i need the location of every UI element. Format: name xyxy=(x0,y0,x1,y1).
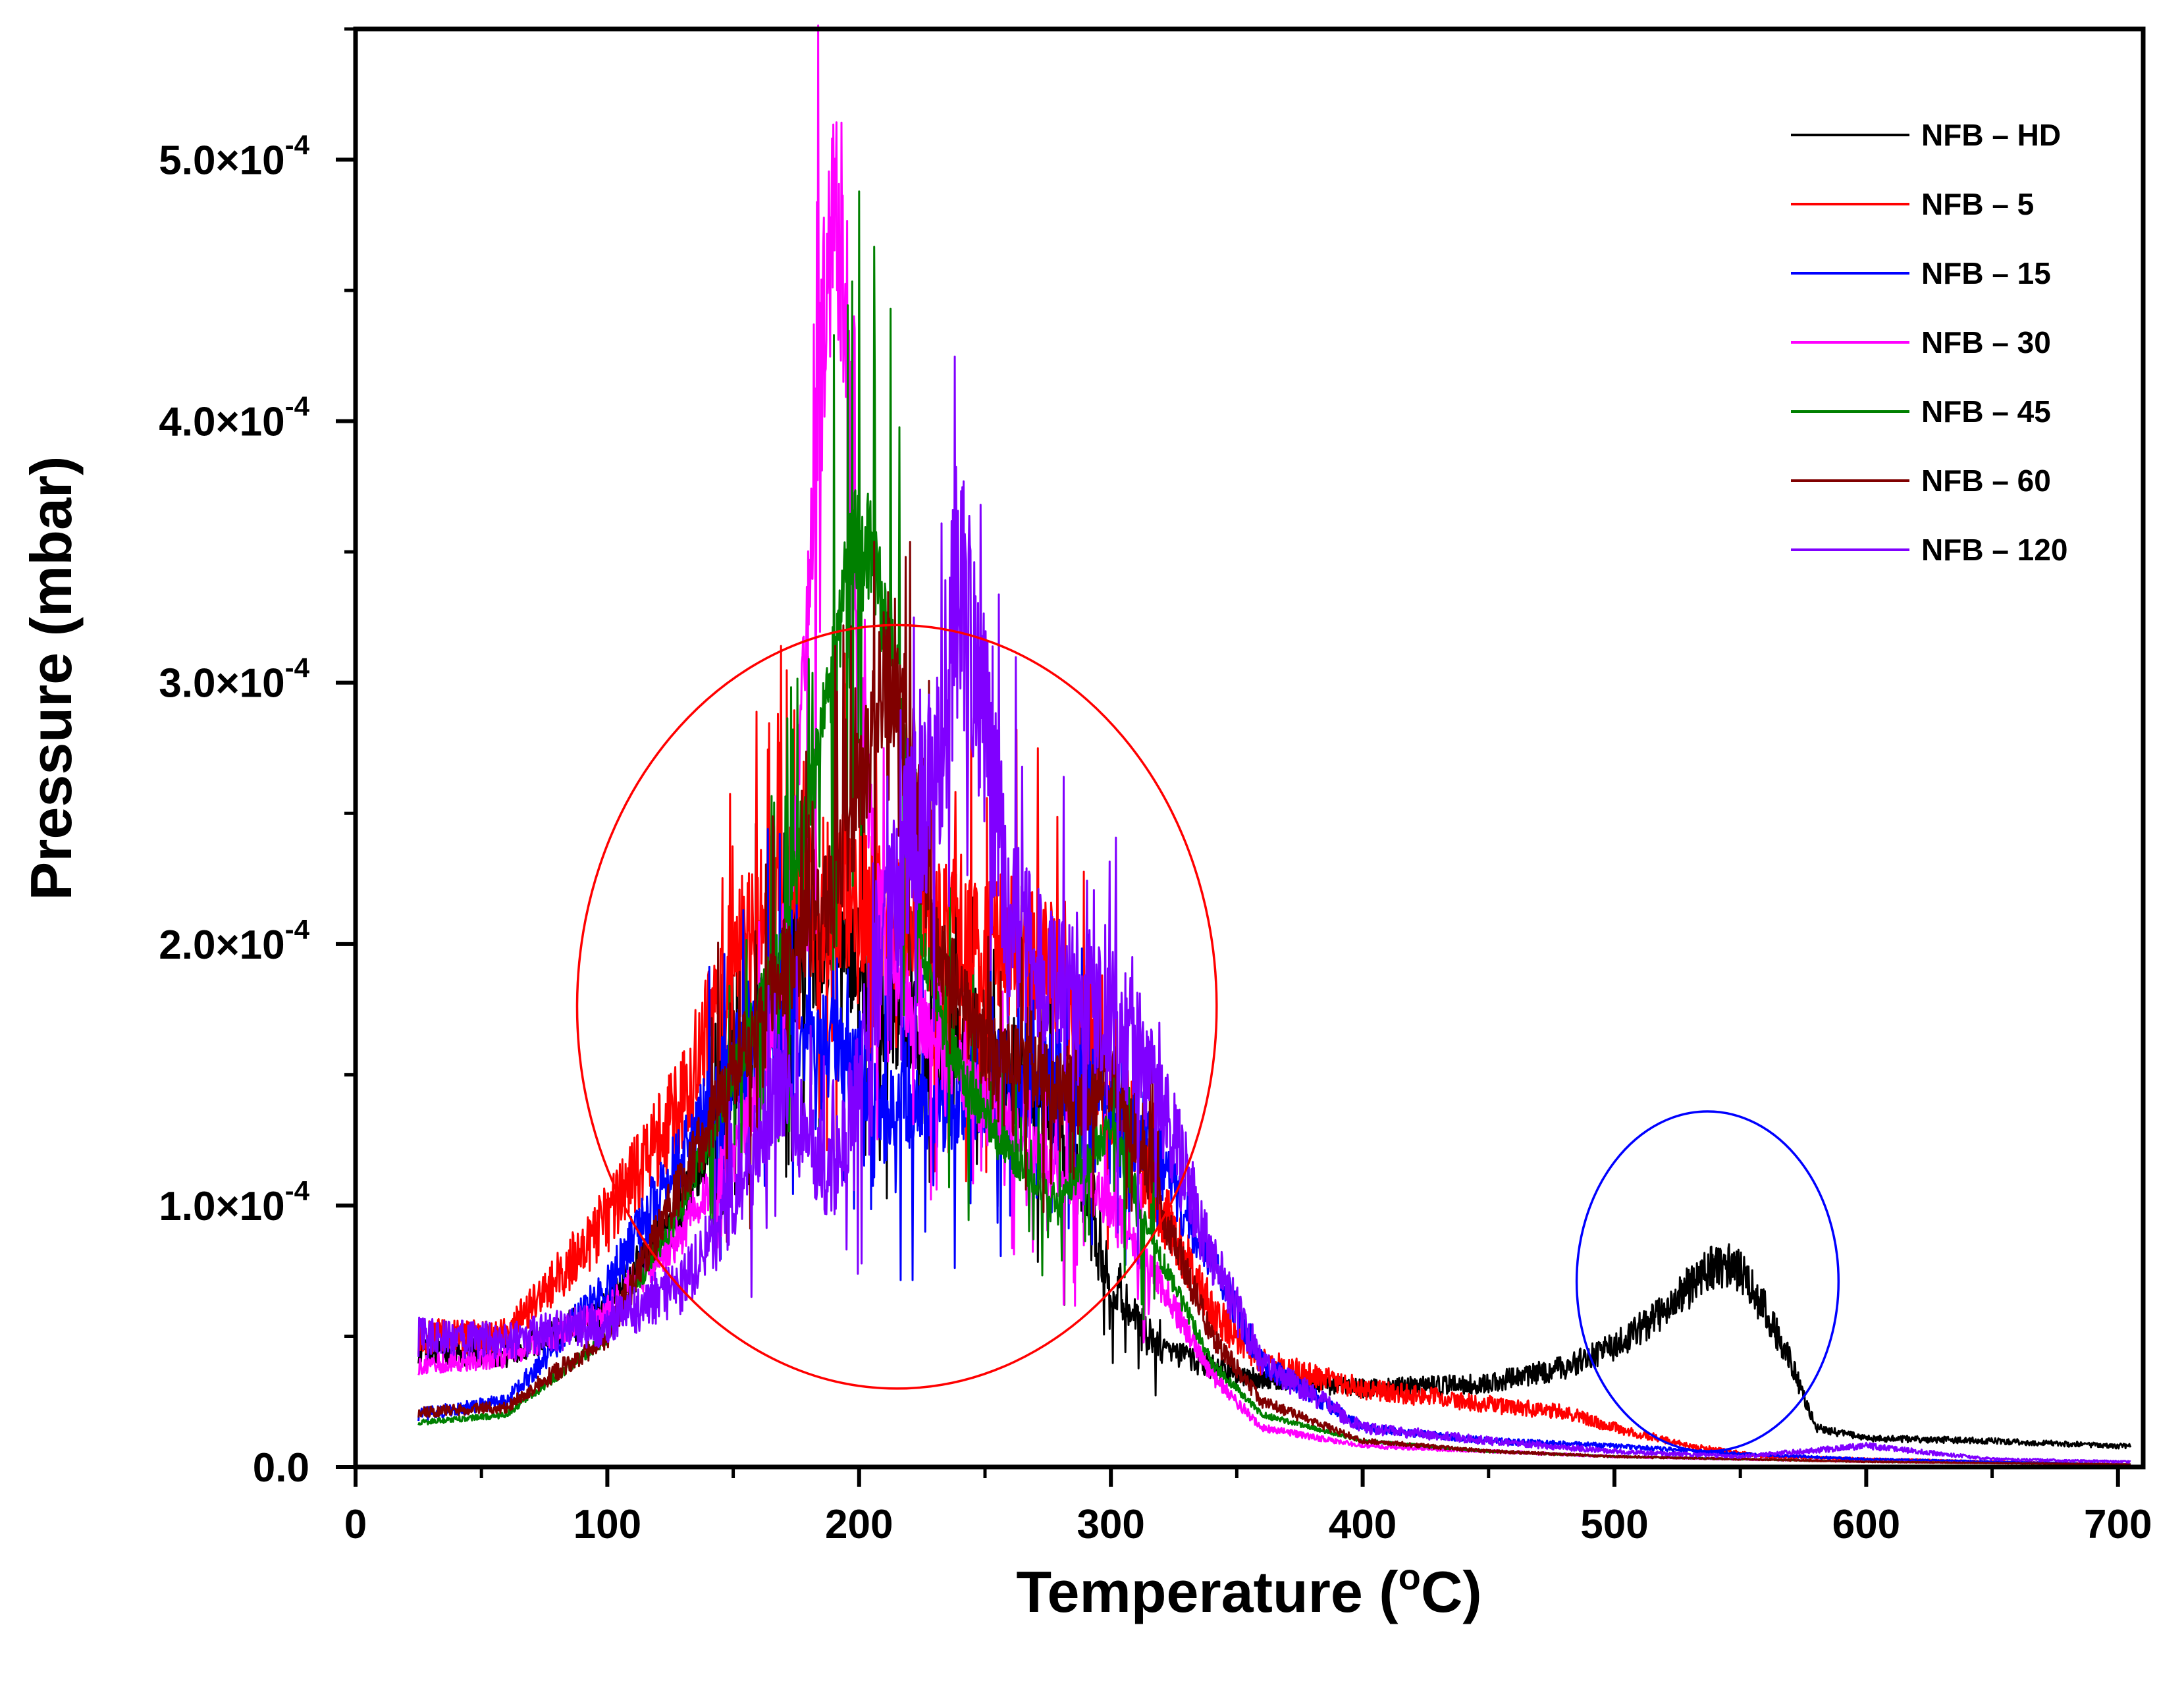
x-tick-label: 600 xyxy=(1832,1502,1900,1547)
y-tick-label: 1.0×10-4 xyxy=(159,1175,309,1229)
series-layer xyxy=(417,24,2132,1466)
legend-label-5: NFB – 60 xyxy=(1921,464,2051,498)
legend-label-2: NFB – 15 xyxy=(1921,256,2051,290)
annotation-ellipse-0 xyxy=(575,624,1218,1390)
legend-label-6: NFB – 120 xyxy=(1921,533,2067,567)
legend-label-1: NFB – 5 xyxy=(1921,187,2034,221)
y-tick-label: 4.0×10-4 xyxy=(159,391,309,445)
legend-label-4: NFB – 45 xyxy=(1921,394,2051,429)
series-line-4 xyxy=(417,190,2131,1466)
y-tick-label: 5.0×10-4 xyxy=(159,130,309,184)
series-line-0 xyxy=(417,739,2132,1450)
y-tick-label: 3.0×10-4 xyxy=(159,652,309,706)
annotation-ellipse-1 xyxy=(1575,1110,1840,1452)
x-tick-label: 700 xyxy=(2084,1502,2152,1547)
x-tick-label: 400 xyxy=(1329,1502,1397,1547)
x-tick-label: 0 xyxy=(344,1502,367,1547)
x-tick-label: 200 xyxy=(825,1502,893,1547)
x-axis-title: Temperature (oC) xyxy=(1016,1556,1481,1624)
y-axis-title: Pressure (mbar) xyxy=(18,456,84,901)
series-line-2 xyxy=(417,828,2131,1466)
y-tick-label: 0.0 xyxy=(253,1445,309,1491)
legend-label-3: NFB – 30 xyxy=(1921,325,2051,359)
x-tick-label: 300 xyxy=(1077,1502,1144,1547)
series-line-5 xyxy=(417,541,2131,1466)
legend: NFB – HD NFB – 5 NFB – 15 NFB – 30 NFB – 45 N… xyxy=(1791,118,2067,567)
x-tick-label: 500 xyxy=(1580,1502,1648,1547)
series-line-3 xyxy=(417,24,2131,1466)
plot-area xyxy=(353,24,2146,1470)
y-tick-label: 2.0×10-4 xyxy=(159,914,309,968)
plot-frame xyxy=(353,26,2146,1470)
y-axis: 0.0 1.0×10-4 2.0×10-4 3.0×10-4 4.0×10-4 5.0×1… xyxy=(159,27,356,1491)
series-line-6 xyxy=(417,356,2131,1464)
x-tick-label: 100 xyxy=(573,1502,641,1547)
x-axis: 0 100 200 300 400 500 600 700 xyxy=(344,1467,2152,1547)
series-line-1 xyxy=(417,645,2131,1466)
annotation-layer xyxy=(575,624,1840,1452)
legend-label-0: NFB – HD xyxy=(1921,118,2061,152)
